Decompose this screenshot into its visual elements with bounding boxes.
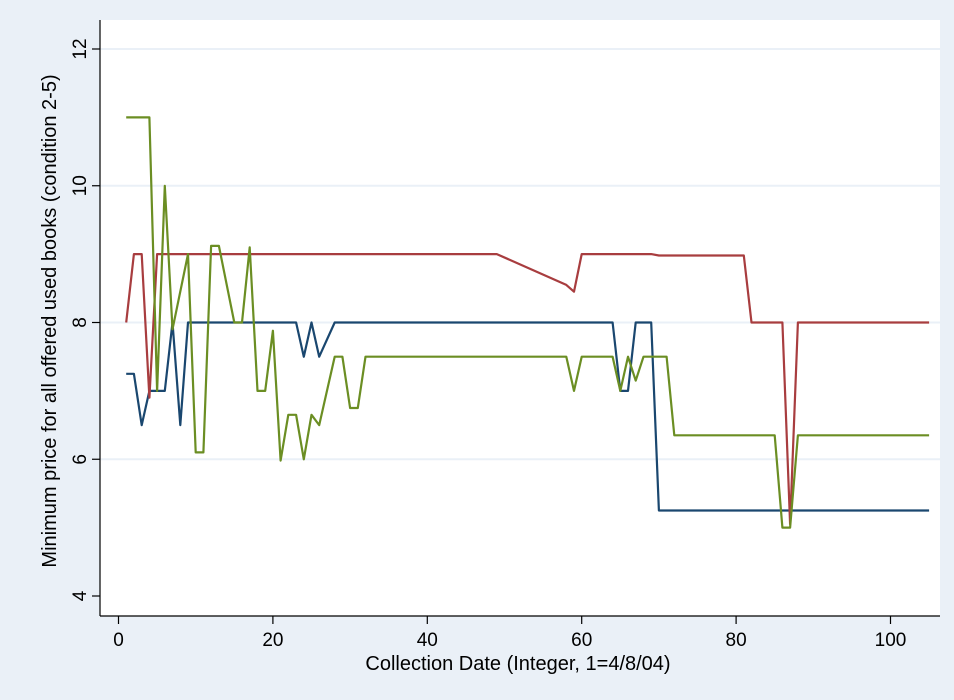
y-tick-label: 6 bbox=[70, 454, 91, 465]
tick-labels: 0 20 40 60 80 100 4 6 8 10 12 bbox=[70, 38, 906, 651]
series-line-3 bbox=[126, 116, 930, 529]
y-tick-label: 10 bbox=[70, 175, 91, 196]
plot-area bbox=[100, 20, 940, 616]
x-tick-label: 100 bbox=[875, 630, 907, 651]
series-line-2 bbox=[125, 253, 930, 526]
x-tick-label: 0 bbox=[113, 630, 124, 651]
y-axis-title: Minimum price for all offered used books… bbox=[39, 74, 61, 567]
y-tick-label: 12 bbox=[70, 38, 91, 59]
y-tick-label: 4 bbox=[70, 590, 91, 601]
x-tick-label: 40 bbox=[417, 630, 438, 651]
series-lines bbox=[125, 116, 930, 529]
x-tick-label: 80 bbox=[726, 630, 747, 651]
x-tick-label: 20 bbox=[262, 630, 283, 651]
x-tick-label: 60 bbox=[571, 630, 592, 651]
axes bbox=[92, 20, 940, 624]
y-tick-label: 8 bbox=[70, 317, 91, 328]
x-axis-title: Collection Date (Integer, 1=4/8/04) bbox=[365, 653, 670, 675]
